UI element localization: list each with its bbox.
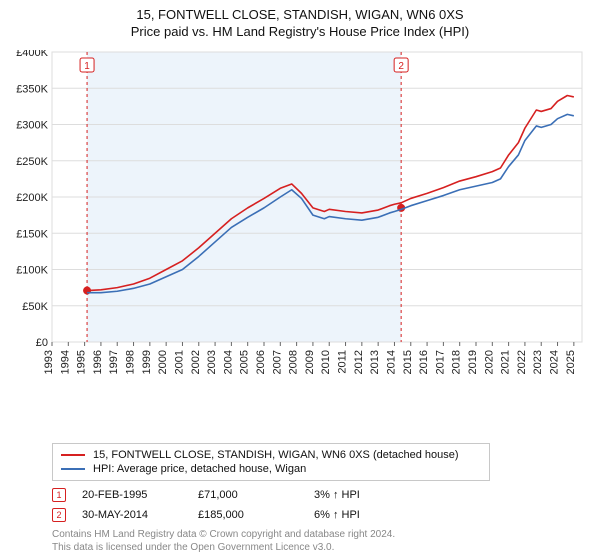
- svg-text:2006: 2006: [255, 350, 267, 374]
- legend-swatch-property: [61, 454, 85, 456]
- svg-text:2: 2: [398, 61, 404, 72]
- legend-label-property: 15, FONTWELL CLOSE, STANDISH, WIGAN, WN6…: [93, 449, 459, 461]
- svg-text:1998: 1998: [125, 350, 137, 374]
- svg-text:1995: 1995: [76, 350, 88, 374]
- legend-swatch-hpi: [61, 468, 85, 470]
- svg-text:2015: 2015: [402, 350, 414, 374]
- svg-text:1999: 1999: [141, 350, 153, 374]
- sale-delta-2: 6% ↑ HPI: [314, 509, 414, 521]
- svg-text:2012: 2012: [353, 350, 365, 374]
- svg-text:£150K: £150K: [16, 228, 48, 240]
- sale-delta-1: 3% ↑ HPI: [314, 489, 414, 501]
- svg-text:2000: 2000: [157, 350, 169, 374]
- svg-text:2013: 2013: [369, 350, 381, 374]
- svg-text:£350K: £350K: [16, 83, 48, 95]
- svg-text:2002: 2002: [190, 350, 202, 374]
- svg-text:2005: 2005: [239, 350, 251, 374]
- svg-text:2024: 2024: [549, 350, 561, 374]
- svg-text:1993: 1993: [43, 350, 55, 374]
- svg-text:2016: 2016: [418, 350, 430, 374]
- chart-title-main: 15, FONTWELL CLOSE, STANDISH, WIGAN, WN6…: [10, 8, 590, 23]
- sale-marker-2: 2: [52, 508, 66, 522]
- footer-line-2: This data is licensed under the Open Gov…: [52, 542, 590, 555]
- svg-text:2017: 2017: [434, 350, 446, 374]
- sale-date-1: 20-FEB-1995: [82, 489, 182, 501]
- svg-text:£100K: £100K: [16, 264, 48, 276]
- sale-price-1: £71,000: [198, 489, 298, 501]
- price-chart: £0 £50K £100K £150K £200K £250K £300K £350K £400…: [10, 50, 590, 437]
- svg-text:1997: 1997: [108, 350, 120, 374]
- svg-text:2021: 2021: [500, 350, 512, 374]
- svg-text:2009: 2009: [304, 350, 316, 374]
- svg-text:£50K: £50K: [22, 301, 48, 313]
- svg-text:2010: 2010: [320, 350, 332, 374]
- svg-text:2003: 2003: [206, 350, 218, 374]
- svg-text:2004: 2004: [222, 350, 234, 374]
- legend-label-hpi: HPI: Average price, detached house, Wiga…: [93, 463, 306, 475]
- sale-row-1: 1 20-FEB-1995 £71,000 3% ↑ HPI: [52, 488, 590, 502]
- legend-item-property: 15, FONTWELL CLOSE, STANDISH, WIGAN, WN6…: [61, 448, 481, 462]
- svg-text:2008: 2008: [288, 350, 300, 374]
- sale-price-2: £185,000: [198, 509, 298, 521]
- legend-item-hpi: HPI: Average price, detached house, Wiga…: [61, 462, 481, 476]
- svg-text:1: 1: [84, 61, 90, 72]
- svg-text:£200K: £200K: [16, 192, 48, 204]
- svg-text:£300K: £300K: [16, 119, 48, 131]
- svg-text:2025: 2025: [565, 350, 577, 374]
- footer-line-1: Contains HM Land Registry data © Crown c…: [52, 529, 590, 542]
- svg-text:2014: 2014: [385, 350, 397, 374]
- svg-text:2022: 2022: [516, 350, 528, 374]
- sale-row-2: 2 30-MAY-2014 £185,000 6% ↑ HPI: [52, 508, 590, 522]
- footer-attribution: Contains HM Land Registry data © Crown c…: [52, 529, 590, 554]
- svg-text:£0: £0: [36, 337, 48, 349]
- chart-svg: £0 £50K £100K £150K £200K £250K £300K £350K £400…: [10, 50, 590, 380]
- svg-text:2011: 2011: [337, 350, 349, 374]
- svg-text:£250K: £250K: [16, 156, 48, 168]
- sale-marker-1: 1: [52, 488, 66, 502]
- svg-text:2020: 2020: [483, 350, 495, 374]
- svg-text:2019: 2019: [467, 350, 479, 374]
- sale-date-2: 30-MAY-2014: [82, 509, 182, 521]
- svg-text:2007: 2007: [271, 350, 283, 374]
- svg-text:2001: 2001: [173, 350, 185, 374]
- svg-text:2023: 2023: [532, 350, 544, 374]
- svg-text:£400K: £400K: [16, 50, 48, 59]
- svg-text:1996: 1996: [92, 350, 104, 374]
- chart-title-sub: Price paid vs. HM Land Registry's House …: [10, 25, 590, 40]
- legend: 15, FONTWELL CLOSE, STANDISH, WIGAN, WN6…: [52, 443, 490, 481]
- svg-text:1994: 1994: [59, 350, 71, 374]
- svg-text:2018: 2018: [451, 350, 463, 374]
